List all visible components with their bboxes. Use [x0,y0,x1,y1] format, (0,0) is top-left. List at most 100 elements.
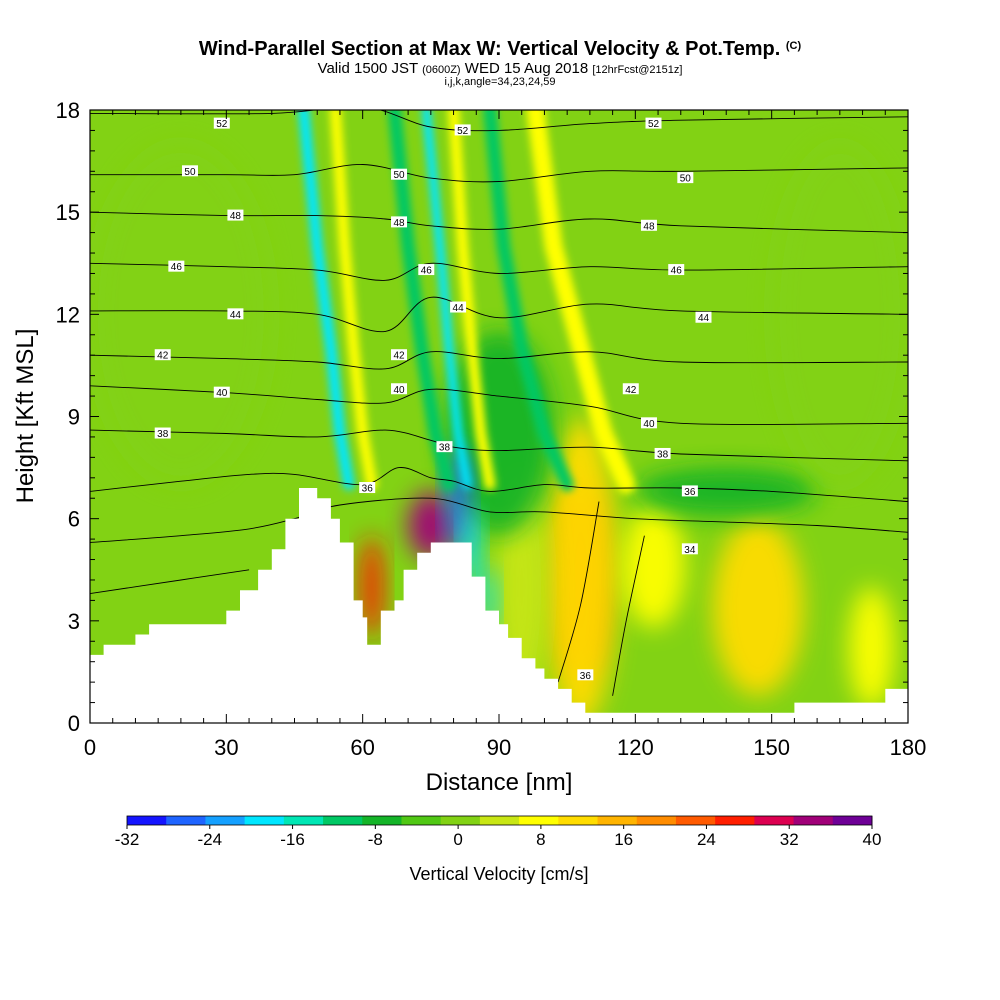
isentrope-line [90,211,908,234]
colorbar-swatch [127,816,167,825]
velocity-cell [360,535,384,638]
colorbar-tick-label: 8 [536,830,545,849]
isentrope-label-box [681,485,698,497]
isentrope-label-box [213,117,230,129]
x-tick-label: 120 [617,735,654,760]
isentrope-label: 52 [645,117,662,130]
colorbar-tick-label: -32 [115,830,140,849]
isentrope-line [612,535,645,696]
colorbar-tick-label: 0 [453,830,462,849]
valid-time-subtitle: Valid 1500 JST (0600Z) WED 15 Aug 2018 [… [317,60,683,77]
isentrope-label-text: 46 [671,266,683,277]
isentrope-label-box [391,383,408,395]
colorbar-frame [126,815,873,826]
isentrope-line [90,164,908,183]
isentrope-label-text: 48 [230,211,242,222]
isentrope-label: 38 [436,441,453,454]
isentrope-label: 50 [391,168,408,181]
colorbar-swatch [832,816,873,825]
velocity-streak [421,110,472,490]
colorbar-swatch [479,816,520,825]
isentrope-label: 52 [213,117,230,130]
y-tick-label: 12 [56,302,80,327]
colorbar-swatch [793,816,834,825]
velocity-cell [621,505,686,628]
isentrope-label-text: 38 [439,443,451,454]
isentrope-line [90,569,250,595]
colorbar-swatch [283,816,324,825]
isentrope-label-text: 52 [216,119,228,130]
colorbar-tick-label: 32 [780,830,799,849]
x-tick-label: 150 [753,735,790,760]
colorbar-tick-label: 16 [614,830,633,849]
isentrope-label-box [391,349,408,361]
isentrope-label: 52 [454,124,471,137]
colorbar-tick-label: 40 [863,830,882,849]
colorbar: -32 -24 -16 -8 0 8 16 24 32 40 [115,815,882,849]
x-axis-label: Distance [nm] [426,769,573,796]
isentrope-label-text: 44 [698,313,710,324]
isentrope-label: 44 [695,311,712,324]
isentrope-label: 38 [654,447,671,460]
isentrope-label-box [668,264,685,276]
colorbar-tick-label: -8 [368,830,383,849]
x-tick-label: 90 [487,735,511,760]
plot-area: 52 52 52 50 50 50 48 48 48 46 46 46 44 44 44 42 42 42 40 40… [90,110,908,723]
colorbar-swatch [440,816,481,825]
isentrope-label: 50 [677,172,694,185]
y-tick-label: 3 [68,609,80,634]
isentrope-label: 48 [391,216,408,229]
colorbar-swatch [401,816,442,825]
isentrope-label-box [181,165,198,177]
isentrope-label: 44 [450,301,467,314]
isentrope-label-box [154,349,171,361]
isentrope-line [90,385,908,425]
isentrope-label-box [654,447,671,459]
isentrope-label: 42 [622,383,639,396]
y-tick-label: 0 [68,711,80,736]
isentrope-label-text: 42 [625,385,637,396]
isentrope-label-text: 44 [453,303,465,314]
isentrope-label-box [168,260,185,272]
isentrope-label: 36 [359,482,376,495]
colorbar-tick-label: -24 [197,830,222,849]
isentrope-label-text: 38 [657,449,669,460]
isentrope-label-box [577,669,594,681]
isentrope-label-box [227,209,244,221]
isentrope-label: 40 [391,383,408,396]
isentrope-label-box [213,386,230,398]
colorbar-swatch [597,816,638,825]
isentrope-label-box [436,441,453,453]
isentrope-label-text: 50 [393,170,405,181]
isentrope-label: 46 [418,264,435,277]
isentrope-label: 40 [213,386,230,399]
isentrope-label-box [645,117,662,129]
colorbar-swatch [636,816,677,825]
isentrope-label-box [695,311,712,323]
colorbar-swatch [205,816,246,825]
x-tick-label: 180 [890,735,927,760]
y-tick-label: 18 [56,98,80,123]
isentrope-label-text: 52 [648,119,660,130]
colorbar-swatch [519,816,559,825]
isentrope-label-box [681,543,698,555]
isentrope-label: 40 [640,417,657,430]
isentrope-label: 36 [681,485,698,498]
isentrope-label-text: 36 [580,671,592,682]
isentrope-line [90,296,908,333]
isentrope-label: 44 [227,308,244,321]
velocity-cell [90,144,272,485]
colorbar-swatch [362,816,402,825]
isentrope-line [557,501,600,683]
isentrope-label-text: 44 [230,310,242,321]
isentrope-label: 46 [668,264,685,277]
velocity-cell [771,144,908,485]
isentrope-label-text: 36 [362,484,374,495]
x-tick-label: 0 [84,735,96,760]
isentrope-label-text: 50 [680,174,692,185]
isentrope-label: 48 [227,209,244,222]
terrain [90,488,908,723]
colorbar-swatch [675,816,716,825]
isentrope-label-box [418,264,435,276]
